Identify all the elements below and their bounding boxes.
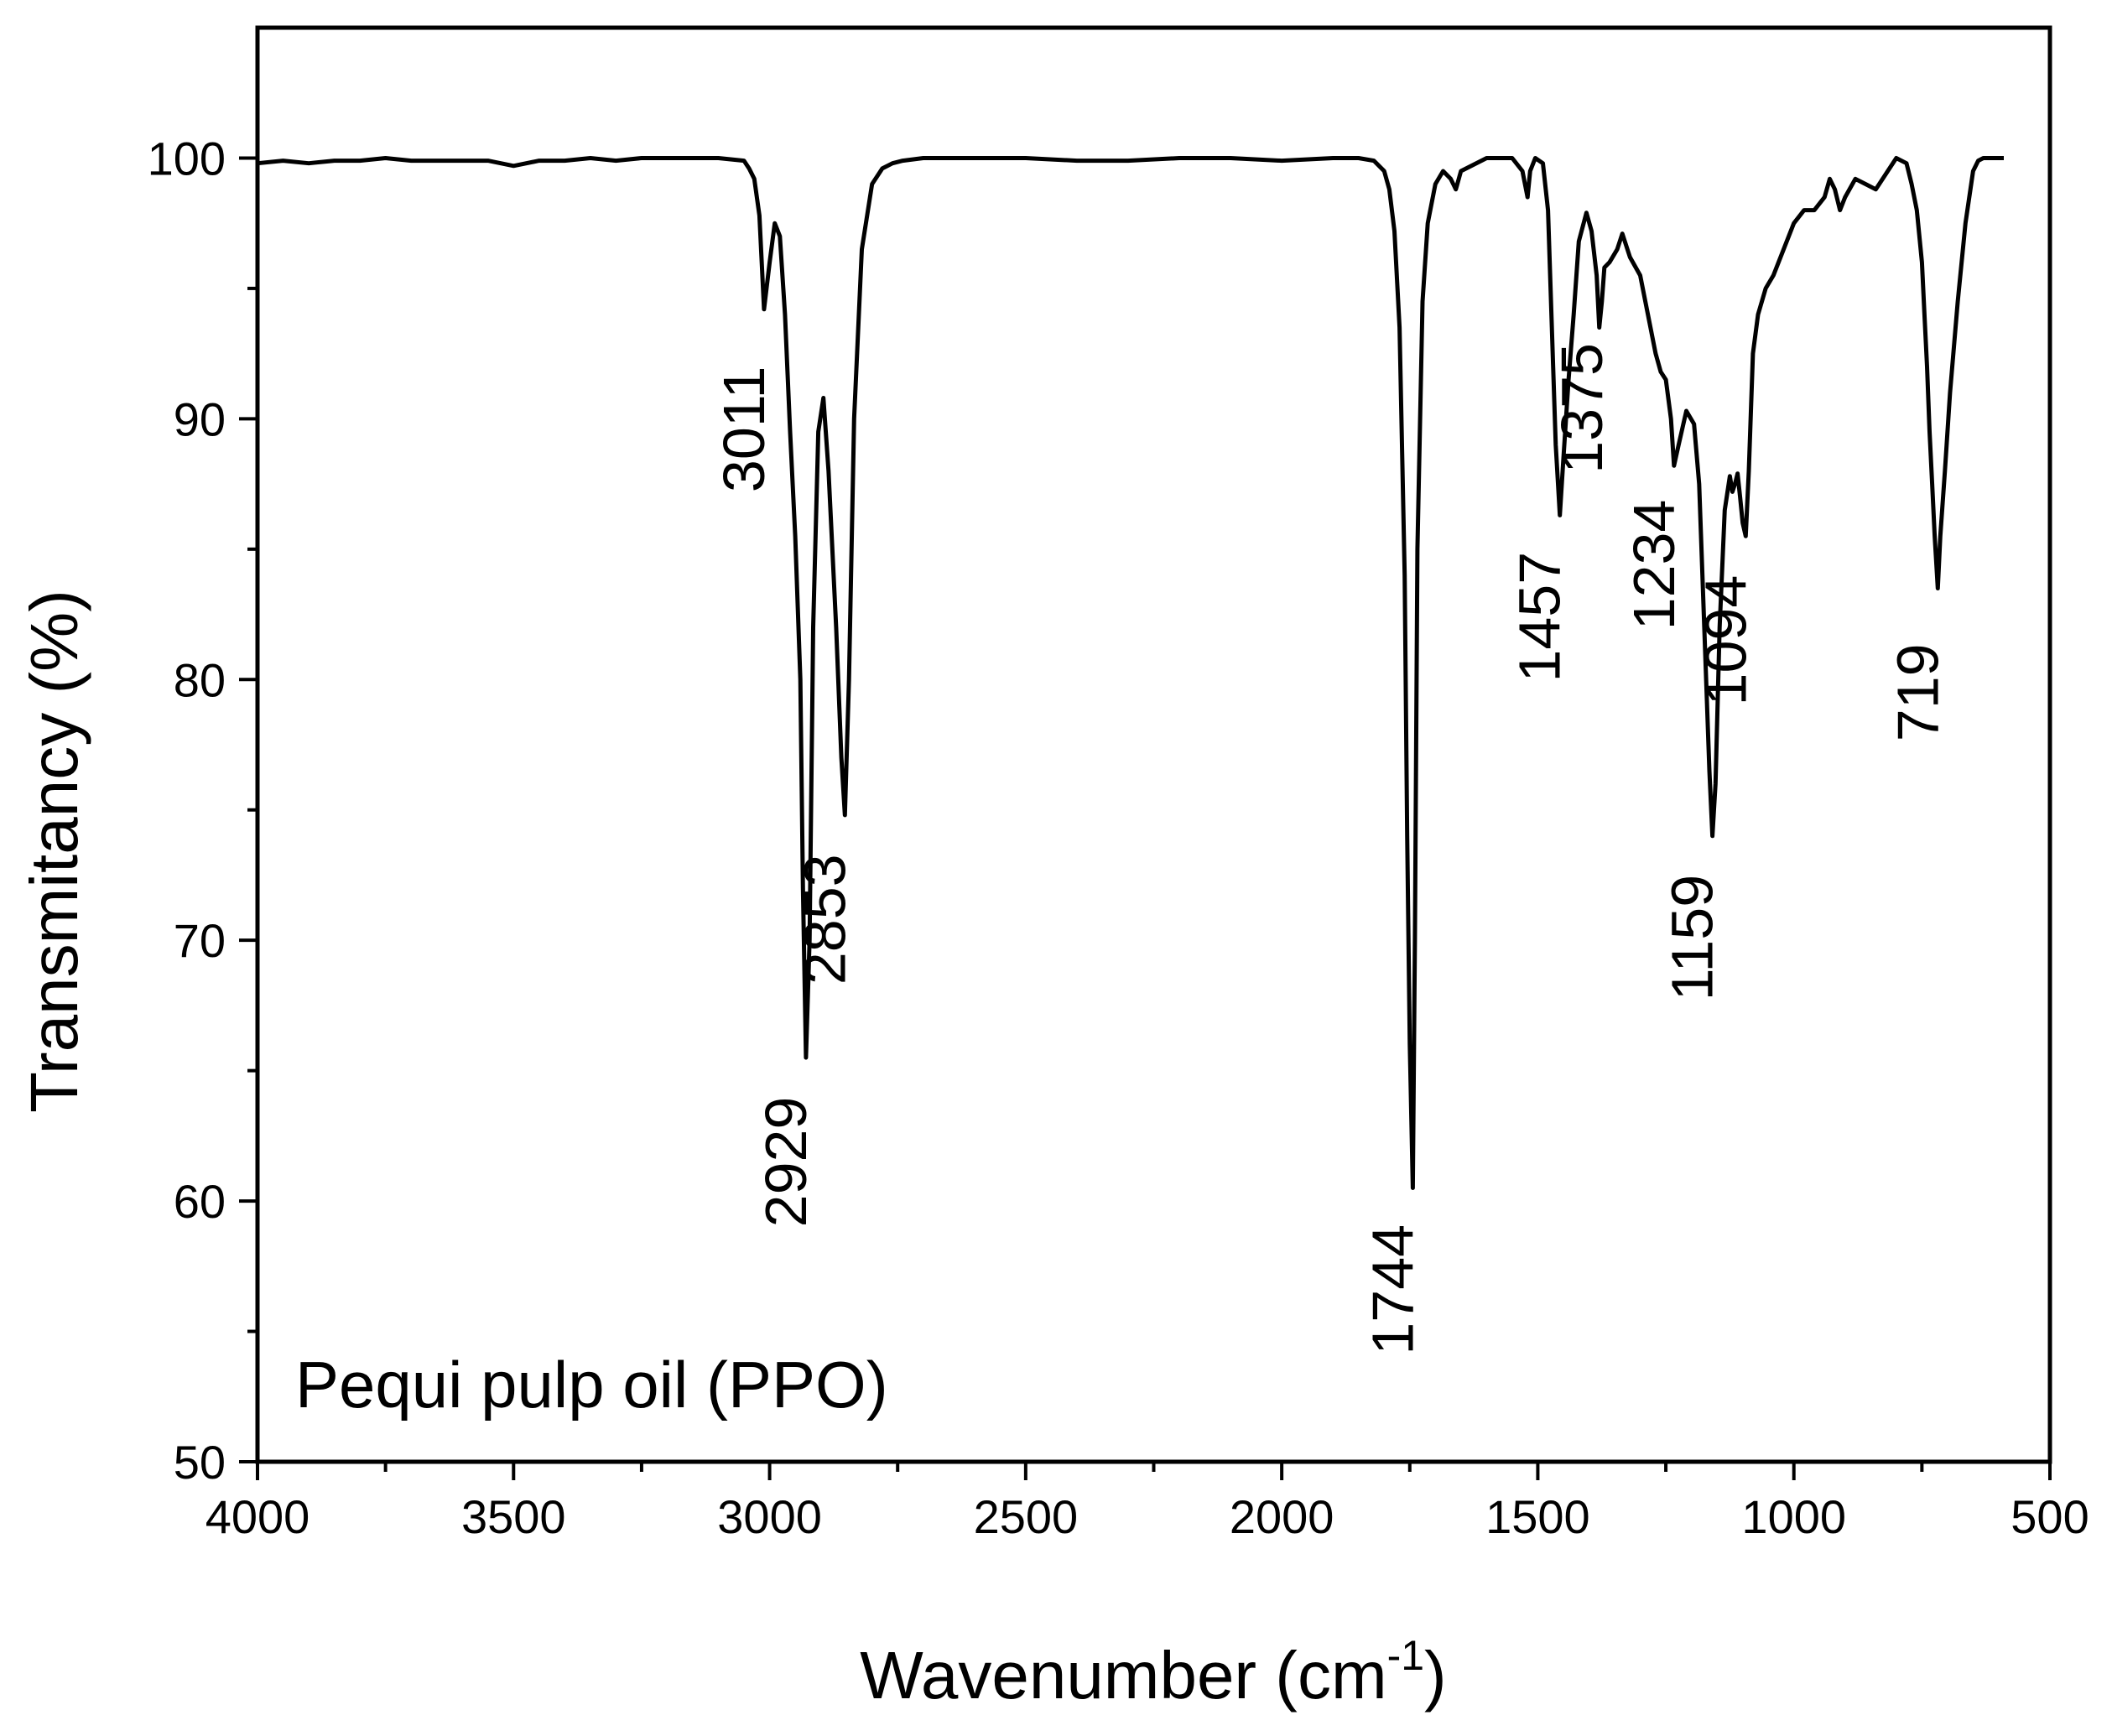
peak-label: 3011 — [711, 366, 777, 493]
y-tick-label: 80 — [174, 653, 226, 706]
y-tick-label: 100 — [148, 132, 226, 185]
x-tick-label: 500 — [2011, 1490, 2089, 1543]
y-tick-label: 90 — [174, 392, 226, 445]
axis-ticks — [239, 156, 2052, 1480]
y-tick-label: 50 — [174, 1436, 226, 1489]
x-tick-label: 3500 — [461, 1490, 566, 1543]
x-axis-title-close: ) — [1424, 1638, 1447, 1713]
peak-label: 1375 — [1549, 343, 1615, 474]
sample-annotation: Pequi pulp oil (PPO) — [295, 1348, 888, 1422]
x-tick-label: 1000 — [1741, 1490, 1846, 1543]
peak-label: 719 — [1885, 643, 1950, 741]
peak-label: 1234 — [1621, 500, 1687, 631]
peak-label: 1457 — [1507, 552, 1573, 683]
peak-label: 1159 — [1660, 875, 1725, 1001]
x-tick-label: 2500 — [974, 1490, 1079, 1543]
x-tick-label: 2000 — [1230, 1490, 1334, 1543]
x-axis-title-main: Wavenumber (cm — [860, 1638, 1386, 1713]
y-tick-label: 60 — [174, 1175, 226, 1228]
peak-label: 2929 — [753, 1097, 819, 1228]
plot-frame — [255, 25, 2052, 1464]
x-axis-title: Wavenumber (cm-1) — [860, 1632, 1446, 1713]
spectrum-line — [257, 156, 2004, 1190]
peak-label: 1744 — [1360, 1224, 1425, 1355]
x-tick-label: 1500 — [1485, 1490, 1590, 1543]
x-axis-title-exponent: -1 — [1387, 1632, 1424, 1679]
x-tick-label: 3000 — [717, 1490, 822, 1543]
peak-label: 1094 — [1693, 575, 1758, 706]
y-tick-label: 70 — [174, 914, 226, 967]
y-axis-title: Transmitancy (%) — [17, 590, 91, 1113]
axis-tick-labels: 4000 3500 3000 2500 2000 1500 1000 500 50 60 70 80 9… — [148, 132, 2089, 1543]
x-tick-label: 4000 — [205, 1490, 310, 1543]
peak-label: 2853 — [792, 854, 857, 985]
